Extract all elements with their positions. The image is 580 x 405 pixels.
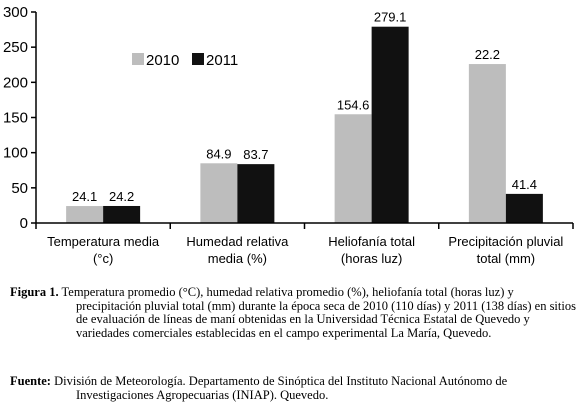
legend: 2010 2011: [132, 52, 238, 69]
bar-2011: [237, 164, 275, 223]
bar-chart: 0 50 100 150 200 250 300 24.1 84.9 154.6 22.2 24.2…: [3, 4, 574, 266]
bar-2011: [505, 193, 543, 223]
x-category-label: Humedad relativa media (%): [186, 234, 289, 266]
bars: [66, 26, 543, 224]
y-tick-label: 50: [11, 180, 28, 197]
legend-swatch-2011: [192, 53, 204, 65]
bar-value-label: 22.2: [475, 47, 500, 62]
x-category-label: Temperatura media (°c): [47, 234, 160, 266]
bar-2010: [200, 163, 238, 223]
legend-label-2011: 2011: [206, 52, 238, 69]
bar-value-label: 41.4: [512, 177, 537, 192]
x-axis: Temperatura media (°c) Humedad relativa med…: [35, 222, 574, 266]
bar-value-label: 154.6: [337, 97, 370, 112]
x-category-label: Precipitación pluvial total (mm): [448, 234, 563, 266]
bar-2011: [103, 205, 141, 223]
bar-2010: [468, 64, 506, 224]
bar-2010: [66, 206, 104, 223]
y-tick-label: 150: [3, 110, 28, 127]
bar-value-label: 24.1: [72, 189, 97, 204]
source-caption-text: División de Meteorología. Departamento d…: [54, 374, 508, 402]
y-tick-label: 300: [3, 4, 28, 21]
figure-label: Figura 1.: [10, 285, 59, 299]
figure-caption: Figura 1. Temperatura promedio (°C), hum…: [10, 285, 576, 340]
legend-swatch-2010: [132, 53, 144, 65]
bar-value-label: 24.2: [109, 189, 134, 204]
legend-label-2010: 2010: [146, 52, 179, 69]
bar-value-labels: 24.1 84.9 154.6 22.2 24.2 83.7 279.1 41.4: [72, 10, 537, 204]
y-axis: 0 50 100 150 200 250 300: [3, 4, 37, 232]
bar-value-label: 83.7: [243, 147, 268, 162]
source-label: Fuente:: [10, 374, 51, 388]
bar-value-label: 84.9: [206, 146, 231, 161]
y-tick-label: 200: [3, 74, 28, 91]
bar-2010: [334, 114, 372, 223]
y-tick-label: 250: [3, 39, 28, 56]
bar-2011: [371, 26, 409, 224]
bar-value-label: 279.1: [374, 10, 407, 25]
figure-caption-text: Temperatura promedio (°C), humedad relat…: [61, 285, 576, 340]
x-category-label: Heliofanía total (horas luz): [328, 234, 415, 266]
y-tick-label: 0: [20, 215, 28, 232]
source-caption: Fuente: División de Meteorología. Depart…: [10, 374, 576, 402]
y-tick-label: 100: [3, 145, 28, 162]
